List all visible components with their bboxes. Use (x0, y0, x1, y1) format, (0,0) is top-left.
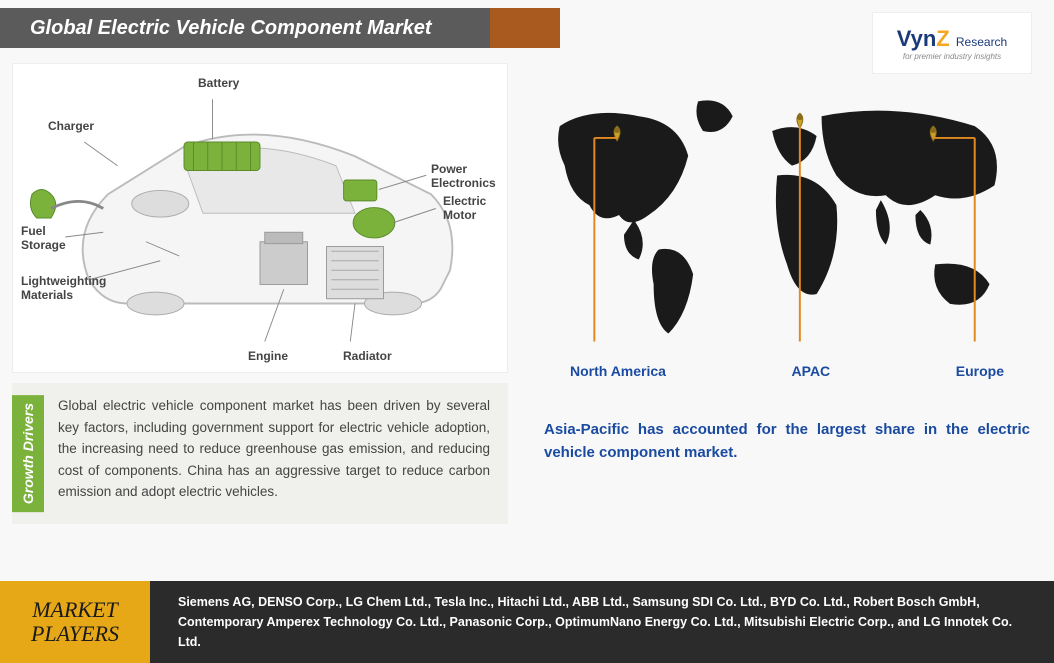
region-labels: North America APAC Europe (540, 355, 1034, 379)
pin-apac (797, 113, 803, 128)
label-battery: Battery (198, 76, 239, 90)
growth-drivers-box: Growth Drivers Global electric vehicle c… (12, 383, 508, 524)
label-electric-motor: Electric Motor (443, 194, 493, 222)
map-svg (540, 85, 1034, 345)
main-content: Battery Charger Fuel Storage Lightweight… (0, 55, 1054, 573)
page-title: Global Electric Vehicle Component Market (0, 8, 490, 48)
market-players-label: MARKET PLAYERS (0, 581, 150, 663)
logo-accent: Z (936, 26, 949, 51)
car-svg (13, 64, 507, 372)
label-charger: Charger (48, 119, 94, 133)
header-bar: Global Electric Vehicle Component Market (0, 8, 560, 48)
footer: MARKET PLAYERS Siemens AG, DENSO Corp., … (0, 581, 1054, 663)
growth-text: Global electric vehicle component market… (44, 395, 490, 512)
region-apac: APAC (792, 363, 831, 379)
growth-tab: Growth Drivers (12, 395, 44, 512)
label-lightweighting: Lightweighting Materials (21, 274, 116, 302)
region-eu: Europe (956, 363, 1004, 379)
region-na: North America (570, 363, 666, 379)
map-caption: Asia-Pacific has accounted for the large… (540, 419, 1034, 464)
label-fuel-storage: Fuel Storage (21, 224, 71, 252)
label-power-electronics: Power Electronics (431, 162, 507, 190)
header-accent (490, 8, 560, 48)
logo-main: Vyn (897, 26, 937, 51)
footer-label-2: PLAYERS (31, 622, 119, 646)
players-text: Siemens AG, DENSO Corp., LG Chem Ltd., T… (178, 592, 1026, 652)
label-radiator: Radiator (343, 349, 392, 363)
world-map (540, 85, 1034, 345)
car-diagram: Battery Charger Fuel Storage Lightweight… (12, 63, 508, 373)
right-column: North America APAC Europe Asia-Pacific h… (520, 55, 1054, 573)
logo-text: VynZ Research (897, 26, 1007, 52)
label-engine: Engine (248, 349, 288, 363)
logo-suffix: Research (956, 35, 1007, 49)
market-players-list: Siemens AG, DENSO Corp., LG Chem Ltd., T… (150, 581, 1054, 663)
footer-label-1: MARKET (32, 598, 118, 622)
left-column: Battery Charger Fuel Storage Lightweight… (0, 55, 520, 573)
